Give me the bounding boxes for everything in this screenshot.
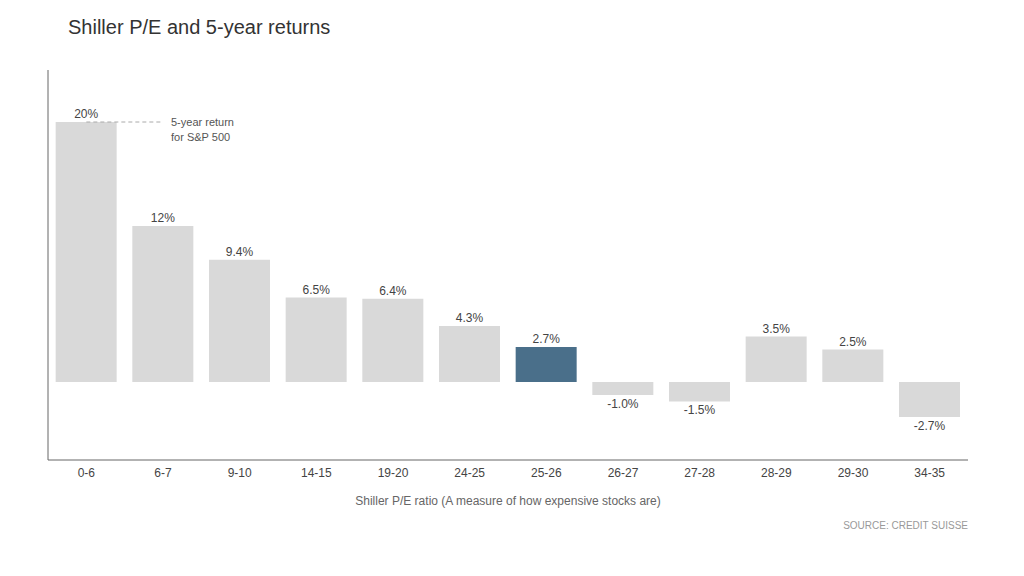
svg-text:4.3%: 4.3% <box>456 311 484 325</box>
svg-text:6-7: 6-7 <box>154 466 172 480</box>
svg-text:6.5%: 6.5% <box>302 283 330 297</box>
svg-text:14-15: 14-15 <box>301 466 332 480</box>
svg-text:9.4%: 9.4% <box>226 245 254 259</box>
svg-text:29-30: 29-30 <box>838 466 869 480</box>
svg-text:26-27: 26-27 <box>608 466 639 480</box>
svg-text:6.4%: 6.4% <box>379 284 407 298</box>
svg-text:0-6: 0-6 <box>78 466 96 480</box>
svg-text:28-29: 28-29 <box>761 466 792 480</box>
svg-text:5-year returnfor S&P 500: 5-year returnfor S&P 500 <box>171 116 234 143</box>
svg-text:24-25: 24-25 <box>454 466 485 480</box>
svg-text:2.7%: 2.7% <box>532 332 560 346</box>
svg-text:Shiller P/E ratio (A measure o: Shiller P/E ratio (A measure of how expe… <box>355 494 660 508</box>
svg-text:27-28: 27-28 <box>684 466 715 480</box>
svg-text:20%: 20% <box>74 107 98 121</box>
svg-text:-1.5%: -1.5% <box>684 403 716 417</box>
svg-text:9-10: 9-10 <box>228 466 252 480</box>
svg-text:34-35: 34-35 <box>914 466 945 480</box>
svg-text:-1.0%: -1.0% <box>607 397 639 411</box>
html-text:Shiller P/E and 5-year returns: Shiller P/E and 5-year returns <box>68 16 331 38</box>
html-text:SOURCE: CREDIT SUISSE: SOURCE: CREDIT SUISSE <box>843 520 968 531</box>
svg-text:19-20: 19-20 <box>378 466 409 480</box>
svg-text:3.5%: 3.5% <box>762 322 790 336</box>
svg-text:12%: 12% <box>151 211 175 225</box>
svg-text:2.5%: 2.5% <box>839 335 867 349</box>
svg-text:25-26: 25-26 <box>531 466 562 480</box>
svg-text:-2.7%: -2.7% <box>914 419 946 433</box>
